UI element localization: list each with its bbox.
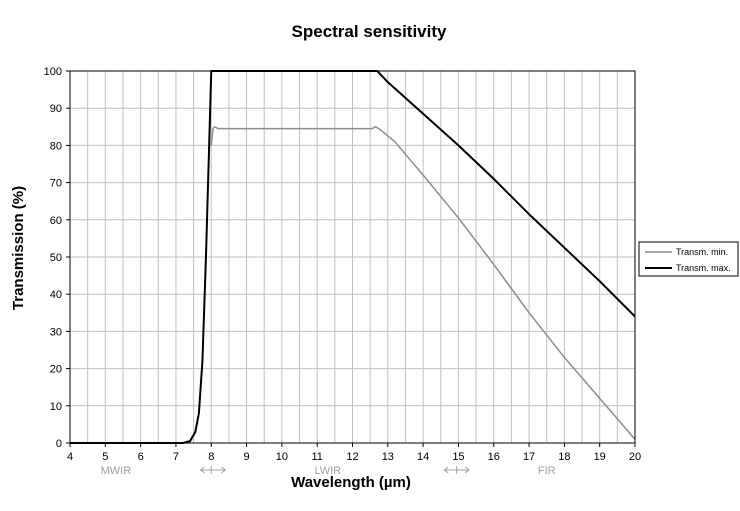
x-tick-label: 10 [276,451,288,463]
x-tick-label: 19 [594,451,606,463]
y-tick-label: 10 [50,401,62,413]
band-marker-arrow-left [443,466,449,474]
x-tick-label: 15 [452,451,464,463]
spectral-bands: MWIR LWIR FIR [101,465,556,477]
series-line-transm-min [210,126,635,440]
x-tick-label: 14 [417,451,429,463]
grid [70,71,635,443]
x-tick-label: 4 [67,451,73,463]
band-label-fir: FIR [538,465,556,477]
chart-title: Spectral sensitivity [292,22,448,41]
y-tick-label: 30 [50,326,62,338]
y-tick-label: 100 [44,66,62,78]
band-marker-arrow-left [199,466,205,474]
x-tick-label: 7 [173,451,179,463]
y-tick-labels: 0 10 20 30 40 50 60 70 80 90 100 [44,66,70,450]
y-tick-label: 20 [50,364,62,376]
band-marker-arrow-right [464,466,470,474]
x-tick-label: 11 [311,451,322,463]
y-tick-label: 0 [56,438,62,450]
legend: Transm. min. Transm. max. [638,241,739,277]
band-marker-arrow-right [221,466,227,474]
x-tick-label: 18 [558,451,570,463]
legend-label-transm-min: Transm. min. [676,247,728,257]
band-label-mwir: MWIR [101,465,132,477]
y-tick-label: 80 [50,140,62,152]
y-tick-label: 40 [50,289,62,301]
y-tick-label: 50 [50,252,62,264]
x-tick-label: 8 [208,451,214,463]
legend-box [638,241,739,277]
y-axis-label: Transmission (%) [10,186,27,310]
x-tick-labels: 4 5 6 7 8 9 10 11 12 13 14 15 16 17 18 19 20 [67,443,641,463]
x-tick-label: 20 [629,451,641,463]
x-tick-label: 13 [382,451,394,463]
x-axis-label: Wavelength (µm) [291,474,411,491]
y-tick-label: 60 [50,215,62,227]
legend-label-transm-max: Transm. max. [676,263,731,273]
x-tick-label: 6 [138,451,144,463]
x-tick-label: 16 [488,451,500,463]
x-tick-label: 12 [346,451,358,463]
x-tick-label: 5 [102,451,108,463]
band-label-lwir: LWIR [314,465,341,477]
x-tick-label: 9 [244,451,250,463]
x-tick-label: 17 [523,451,535,463]
y-tick-label: 70 [50,178,62,190]
y-tick-label: 90 [50,103,62,115]
